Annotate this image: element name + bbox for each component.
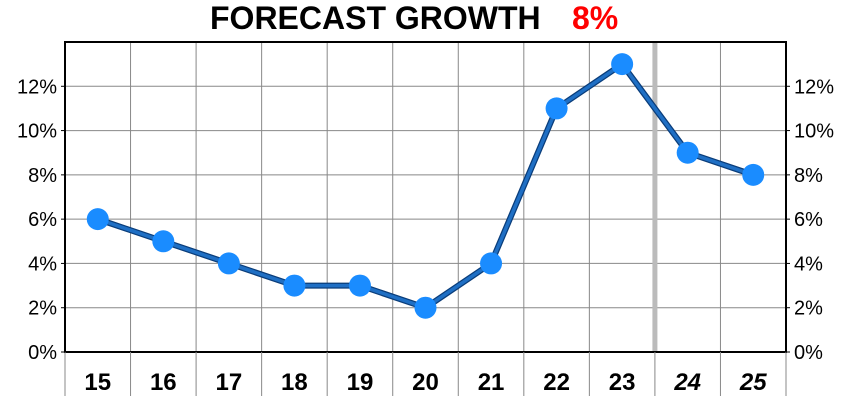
x-tick-label-15: 15 bbox=[84, 369, 111, 396]
plot-frame bbox=[64, 41, 787, 353]
y-tick-label-right-6: 12% bbox=[794, 76, 834, 98]
y-tick-label-left-3: 6% bbox=[28, 209, 57, 231]
x-tick-label-22: 22 bbox=[543, 369, 570, 396]
y-tick-label-left-6: 12% bbox=[17, 76, 57, 98]
y-tick-label-right-1: 2% bbox=[794, 298, 823, 320]
data-point-19 bbox=[348, 274, 371, 297]
y-tick-label-right-0: 0% bbox=[794, 342, 823, 364]
data-point-22 bbox=[545, 97, 568, 120]
x-tick-label-25: 25 bbox=[739, 369, 767, 396]
x-tick-label-23: 23 bbox=[609, 369, 636, 396]
chart-title: FORECAST GROWTH bbox=[210, 0, 541, 36]
x-tick-label-24: 24 bbox=[673, 369, 701, 396]
data-point-16 bbox=[152, 230, 175, 253]
chart-title-value: 8% bbox=[572, 0, 619, 36]
data-point-15 bbox=[86, 208, 109, 231]
x-tick-label-21: 21 bbox=[478, 369, 505, 396]
data-point-23 bbox=[611, 53, 634, 76]
y-tick-label-right-4: 8% bbox=[794, 165, 823, 187]
data-point-17 bbox=[217, 252, 240, 275]
y-tick-label-left-1: 2% bbox=[28, 298, 57, 320]
data-point-25 bbox=[742, 163, 765, 186]
y-tick-label-right-5: 10% bbox=[794, 121, 834, 143]
data-point-20 bbox=[414, 296, 437, 319]
y-tick-label-left-4: 8% bbox=[28, 165, 57, 187]
y-tick-label-right-2: 4% bbox=[794, 253, 823, 275]
x-tick-label-18: 18 bbox=[281, 369, 308, 396]
x-tick-label-20: 20 bbox=[412, 369, 439, 396]
x-tick-label-17: 17 bbox=[216, 369, 243, 396]
y-tick-label-left-5: 10% bbox=[17, 121, 57, 143]
data-point-21 bbox=[480, 252, 503, 275]
x-tick-label-16: 16 bbox=[150, 369, 177, 396]
data-point-18 bbox=[283, 274, 306, 297]
chart-title-bar: FORECAST GROWTH 8% bbox=[0, 0, 848, 36]
x-tick-label-19: 19 bbox=[347, 369, 374, 396]
y-tick-label-left-2: 4% bbox=[28, 253, 57, 275]
y-tick-label-right-3: 6% bbox=[794, 209, 823, 231]
data-point-24 bbox=[676, 141, 699, 164]
y-tick-label-left-0: 0% bbox=[28, 342, 57, 364]
